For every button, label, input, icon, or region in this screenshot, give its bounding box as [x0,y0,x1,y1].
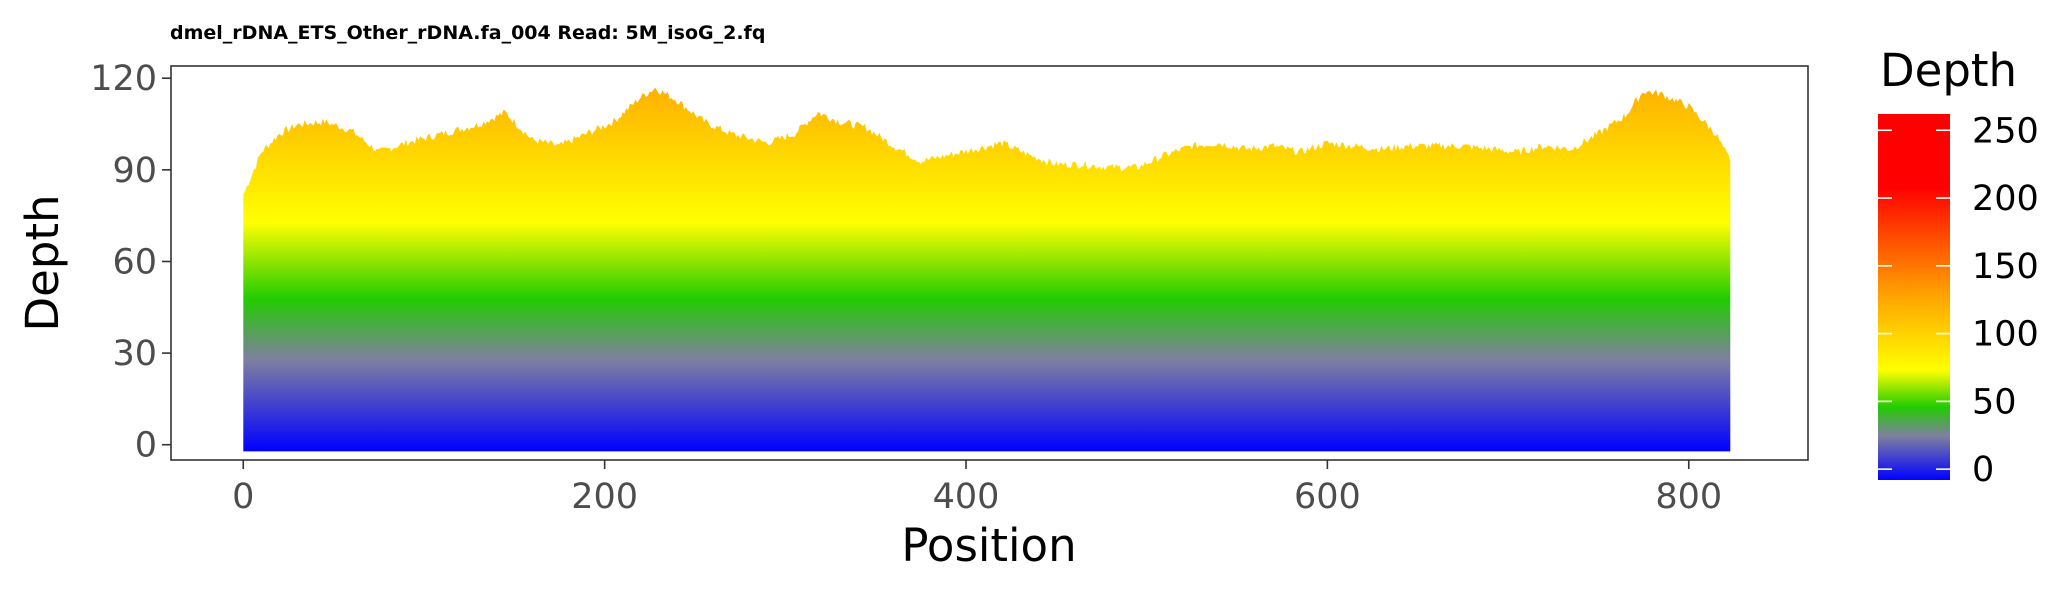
legend-tick-label: 150 [1972,247,2039,287]
y-tick-label: 60 [112,242,157,282]
y-tick-label: 90 [112,151,157,191]
x-tick-label: 800 [1655,477,1722,517]
y-tick-label: 30 [112,334,157,374]
legend-tick-label: 200 [1972,179,2039,219]
legend-title: Depth [1880,44,2017,97]
legend-tick-label: 50 [1972,382,2017,422]
x-axis-title: Position [901,519,1076,572]
x-tick-label: 0 [232,477,254,517]
legend-tick-label: 0 [1972,450,1994,490]
legend-tick-label: 100 [1972,315,2039,355]
color-legend: Depth 250 200 150 100 50 0 [1878,44,2039,490]
chart-title: dmel_rDNA_ETS_Other_rDNA.fa_004 Read: 5M… [170,22,765,44]
legend-colorbar [1878,114,1950,480]
plot-border [170,65,1809,461]
legend-tick-label: 250 [1972,111,2039,151]
x-axis: 0 200 400 600 800 [232,460,1722,517]
x-tick-label: 600 [1294,477,1361,517]
y-axis-title: Depth [16,194,69,331]
x-tick-label: 400 [933,477,1000,517]
y-tick-label: 120 [90,59,157,99]
legend-ticks: 250 200 150 100 50 0 [1878,111,2039,490]
depth-area-series [243,87,1731,452]
y-tick-label: 0 [135,426,157,466]
y-axis: 0 30 60 90 120 [90,59,171,466]
plot-area [170,65,1809,461]
x-tick-label: 200 [571,477,638,517]
